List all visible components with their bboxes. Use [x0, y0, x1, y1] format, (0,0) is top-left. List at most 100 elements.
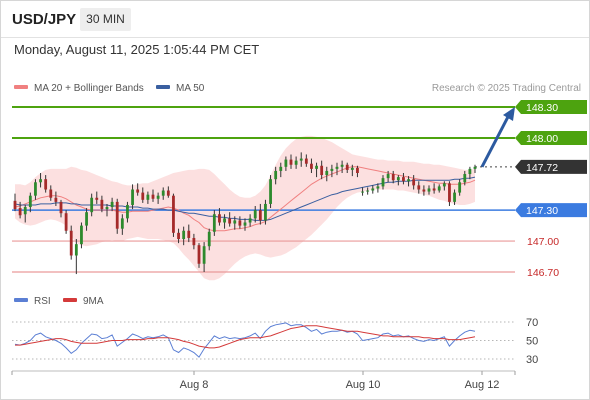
bollinger-band-fill — [15, 135, 475, 281]
candle — [371, 185, 375, 194]
rsi-legend: RSI 9MA — [14, 296, 104, 307]
candle — [437, 184, 441, 193]
candle — [28, 192, 32, 213]
candle — [131, 184, 134, 210]
candle — [146, 191, 150, 204]
candle — [110, 197, 114, 212]
candle — [402, 173, 405, 185]
rsi-tick-label: 70 — [526, 317, 538, 329]
candle — [407, 176, 410, 187]
candle — [192, 233, 196, 250]
candle — [54, 191, 58, 206]
candle — [340, 160, 344, 173]
candle — [136, 183, 140, 196]
x-tick-label: Aug 10 — [346, 379, 381, 391]
candle — [325, 166, 329, 182]
candle — [468, 166, 472, 180]
candle — [23, 204, 27, 223]
candle — [228, 212, 232, 227]
candle — [80, 222, 83, 249]
candle — [120, 214, 124, 235]
candle — [448, 181, 451, 206]
copyright-text: Research © 2025 Trading Central — [432, 83, 581, 94]
candle — [335, 162, 339, 176]
candle — [417, 181, 421, 194]
candle — [315, 162, 318, 178]
candle — [202, 242, 206, 272]
candle — [366, 187, 370, 195]
chart-header: USD/JPY 30 MIN — [1, 1, 589, 38]
rsi-legend-swatch — [14, 298, 28, 302]
candle — [361, 187, 364, 196]
candle — [330, 164, 334, 178]
x-tick-label: Aug 8 — [180, 379, 209, 391]
candle — [432, 183, 436, 194]
level-labels: 148.30 148.00 147.72 147.30 147.00 146.70 — [515, 100, 587, 279]
candle — [95, 191, 99, 204]
candle — [376, 183, 380, 193]
ma20-legend-swatch — [14, 85, 28, 89]
candle — [197, 243, 201, 268]
candle — [85, 208, 88, 231]
candle — [299, 152, 303, 167]
candle — [258, 203, 262, 225]
candle — [294, 156, 298, 169]
candle — [304, 154, 308, 167]
level-label-146-70: 146.70 — [527, 267, 559, 279]
projection-arrow-head — [503, 107, 515, 121]
candle — [90, 193, 94, 217]
candle — [39, 173, 42, 188]
candle — [34, 179, 37, 200]
svg-text:147.30: 147.30 — [526, 205, 558, 217]
candle — [187, 224, 191, 243]
level-label-148-00: 148.00 — [515, 130, 587, 145]
timeframe-badge[interactable]: 30 MIN — [80, 8, 131, 31]
candle — [13, 193, 17, 212]
svg-text:148.30: 148.30 — [526, 102, 558, 114]
level-label-148-30: 148.30 — [515, 100, 587, 114]
candle — [105, 203, 109, 217]
candle — [74, 239, 78, 275]
candle — [141, 187, 145, 203]
candle — [356, 165, 359, 178]
svg-text:148.00: 148.00 — [526, 133, 558, 145]
candle — [284, 156, 288, 171]
svg-text:147.00: 147.00 — [527, 236, 559, 248]
candle — [458, 179, 462, 196]
level-label-147-72: 147.72 — [515, 159, 587, 174]
candle — [264, 199, 267, 225]
ma50-legend-label: MA 50 — [176, 83, 205, 94]
rsi-tick-label: 30 — [526, 354, 538, 366]
rsi-ma-line — [15, 325, 476, 349]
candle — [253, 206, 257, 223]
candle — [177, 228, 180, 244]
candle — [223, 214, 226, 229]
rsi-panel: 70 50 30 — [12, 317, 538, 366]
level-label-147-00: 147.00 — [527, 236, 559, 248]
x-tick-label: Aug 12 — [465, 379, 500, 391]
candle — [151, 189, 155, 202]
candle — [473, 164, 477, 173]
candle — [161, 187, 165, 200]
candle — [218, 208, 221, 226]
candle — [350, 164, 354, 177]
candle — [289, 154, 293, 169]
candle — [182, 226, 186, 246]
instrument-title: USD/JPY — [12, 11, 77, 28]
x-axis: Aug 8 Aug 10 Aug 12 — [11, 370, 516, 391]
projection-arrow — [480, 107, 515, 168]
level-label-147-30: 147.30 — [515, 203, 587, 218]
candlesticks — [13, 152, 477, 275]
candle — [207, 228, 211, 251]
candle — [100, 195, 104, 213]
candle — [238, 216, 242, 229]
ma20-legend-label: MA 20 + Bollinger Bands — [34, 83, 144, 94]
candle — [381, 175, 385, 190]
candle — [64, 210, 68, 234]
candle — [126, 201, 129, 223]
projection-arrow-shaft — [480, 112, 512, 168]
candle — [391, 170, 395, 184]
candle — [427, 185, 431, 195]
